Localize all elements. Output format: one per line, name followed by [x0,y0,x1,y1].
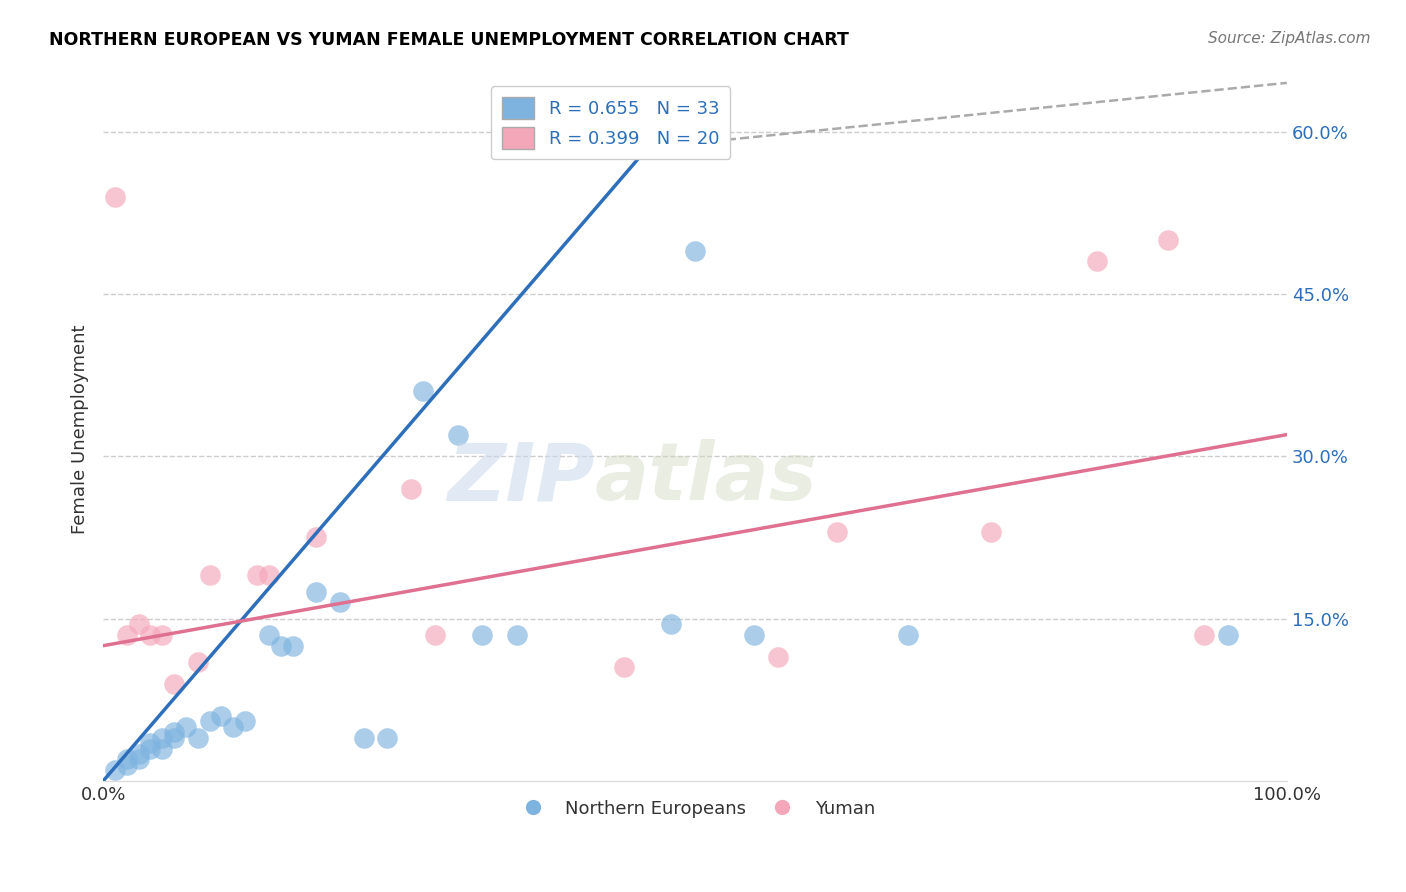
Point [150,628,173,642]
Point [329,595,352,609]
Point [163,725,186,739]
Point [163,731,186,745]
Point [257,628,280,642]
Point [1087,254,1109,268]
Point [742,628,765,642]
Text: ZIP: ZIP [447,440,595,517]
Point [128,752,150,766]
Point [766,649,789,664]
Point [187,655,209,669]
Point [1216,628,1239,642]
Point [399,482,422,496]
Y-axis label: Female Unemployment: Female Unemployment [72,325,89,534]
Text: Source: ZipAtlas.com: Source: ZipAtlas.com [1208,31,1371,46]
Point [447,427,470,442]
Point [659,617,682,632]
Point [375,731,398,745]
Point [128,747,150,761]
Point [281,639,304,653]
Point [115,757,138,772]
Point [683,244,706,258]
Point [115,628,138,642]
Point [506,628,529,642]
Point [423,628,446,642]
Point [104,763,127,777]
Point [246,568,269,582]
Point [412,384,434,399]
Point [150,741,173,756]
Point [1192,628,1215,642]
Point [163,676,186,690]
Point [471,628,494,642]
Point [233,714,256,729]
Point [305,531,328,545]
Text: NORTHERN EUROPEAN VS YUMAN FEMALE UNEMPLOYMENT CORRELATION CHART: NORTHERN EUROPEAN VS YUMAN FEMALE UNEMPL… [49,31,849,49]
Point [104,189,127,203]
Point [222,720,245,734]
Point [211,709,233,723]
Point [980,524,1002,539]
Point [139,736,162,750]
Point [270,639,292,653]
Point [139,628,162,642]
Text: atlas: atlas [595,440,817,517]
Point [897,628,920,642]
Point [115,752,138,766]
Point [825,524,848,539]
Point [613,660,636,674]
Point [128,617,150,632]
Point [1157,233,1180,247]
Point [150,731,173,745]
Point [139,741,162,756]
Point [257,568,280,582]
Point [305,584,328,599]
Point [353,731,375,745]
Point [198,714,221,729]
Point [174,720,197,734]
Legend: Northern Europeans, Yuman: Northern Europeans, Yuman [508,792,883,825]
Point [187,731,209,745]
Point [198,568,221,582]
